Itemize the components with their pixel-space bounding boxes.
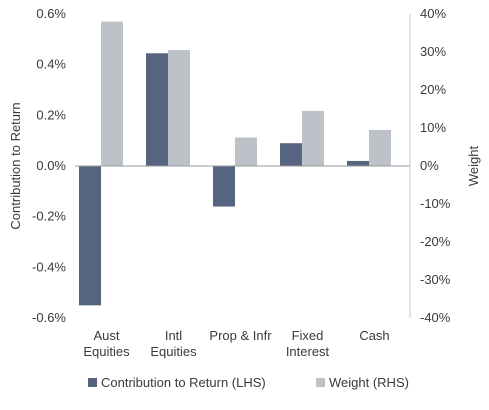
right-tick-label: 0% bbox=[420, 158, 439, 173]
left-axis-title: Contribution to Return bbox=[8, 102, 23, 229]
right-tick-label: 10% bbox=[420, 120, 446, 135]
weight-bar bbox=[235, 137, 257, 166]
category-label: Intl Equities bbox=[150, 328, 197, 359]
contribution-bar bbox=[213, 166, 235, 207]
left-axis-ticks: 0.6% 0.4% 0.2% 0.0% -0.2% -0.4% -0.6% bbox=[32, 6, 66, 325]
contribution-bar bbox=[79, 166, 101, 306]
weight-bar bbox=[168, 50, 190, 166]
weight-bar bbox=[302, 110, 324, 166]
legend-label: Contribution to Return (LHS) bbox=[101, 375, 266, 390]
weight-bar bbox=[369, 129, 391, 166]
category-label: Fixed Interest bbox=[286, 328, 330, 359]
right-tick-label: -30% bbox=[420, 272, 451, 287]
right-tick-label: 20% bbox=[420, 82, 446, 97]
right-tick-label: 40% bbox=[420, 6, 446, 21]
right-tick-label: -40% bbox=[420, 310, 451, 325]
legend-label: Weight (RHS) bbox=[329, 375, 409, 390]
category-labels: Aust Equities Intl Equities Prop & Infr Fixed… bbox=[83, 328, 389, 359]
contribution-bar bbox=[280, 143, 302, 166]
right-tick-label: 30% bbox=[420, 44, 446, 59]
weight-bar bbox=[101, 21, 123, 166]
left-tick-label: 0.4% bbox=[36, 57, 66, 72]
left-tick-label: 0.2% bbox=[36, 107, 66, 122]
legend-swatch bbox=[88, 378, 97, 387]
left-tick-label: 0.6% bbox=[36, 6, 66, 21]
right-axis-title: Weight bbox=[466, 146, 481, 187]
contribution-bar bbox=[347, 160, 369, 166]
left-tick-label: -0.2% bbox=[32, 209, 66, 224]
legend: Contribution to Return (LHS) Weight (RHS) bbox=[88, 375, 409, 390]
left-tick-label: -0.4% bbox=[32, 259, 66, 274]
legend-swatch bbox=[316, 378, 325, 387]
right-tick-label: -10% bbox=[420, 196, 451, 211]
category-label: Aust Equities bbox=[83, 328, 130, 359]
contribution-bar bbox=[146, 53, 168, 167]
right-axis-ticks: 40% 30% 20% 10% 0% -10% -20% -30% -40% bbox=[420, 6, 451, 325]
left-tick-label: 0.0% bbox=[36, 158, 66, 173]
bars bbox=[79, 21, 391, 306]
right-tick-label: -20% bbox=[420, 234, 451, 249]
category-label: Prop & Infr bbox=[209, 328, 272, 343]
category-label: Cash bbox=[359, 328, 389, 343]
left-tick-label: -0.6% bbox=[32, 310, 66, 325]
